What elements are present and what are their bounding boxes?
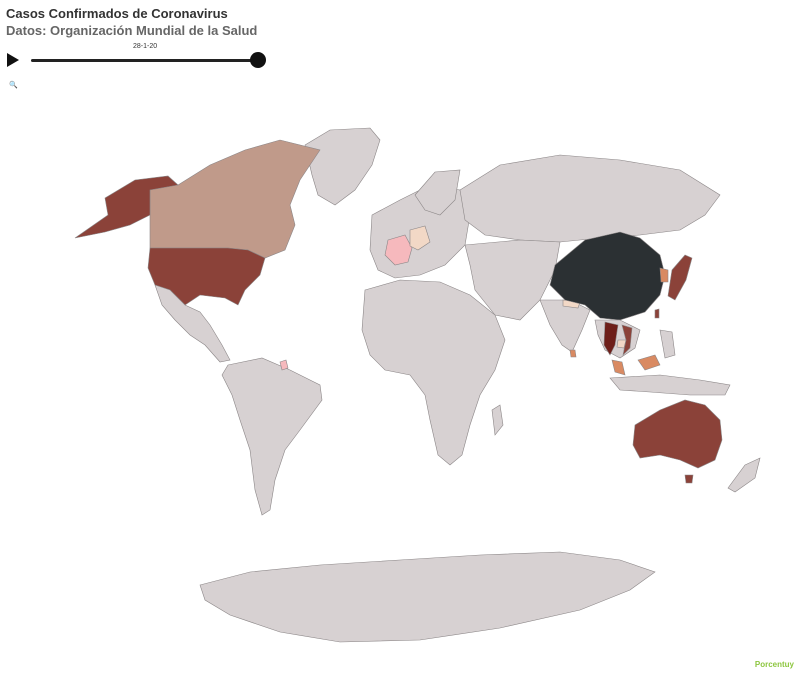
map-subtitle: Datos: Organización Mundial de la Salud — [6, 23, 258, 38]
country-vietnam[interactable] — [621, 324, 633, 356]
country-sri-lanka[interactable] — [569, 349, 577, 358]
country-russia[interactable] — [459, 154, 721, 243]
timeline-date-label: 28-1-20 — [133, 43, 158, 50]
region-antarctica[interactable] — [199, 551, 656, 643]
country-china[interactable] — [549, 231, 666, 321]
timeline-slider-handle[interactable] — [250, 52, 266, 68]
region-scandinavia[interactable] — [414, 169, 461, 216]
play-icon[interactable] — [7, 53, 19, 67]
country-japan[interactable] — [667, 254, 693, 301]
country-india[interactable] — [539, 299, 591, 353]
country-thailand[interactable] — [603, 321, 619, 356]
country-canada[interactable] — [149, 139, 321, 259]
country-germany[interactable] — [409, 225, 431, 251]
timeline-slider-track[interactable] — [31, 59, 259, 62]
region-africa[interactable] — [361, 279, 506, 466]
region-middle-east[interactable] — [464, 239, 561, 321]
country-usa-alaska[interactable] — [74, 175, 179, 239]
country-south-korea[interactable] — [659, 267, 669, 283]
country-greenland[interactable] — [304, 127, 381, 206]
region-indonesia[interactable] — [609, 374, 731, 396]
brand-logo: Porcentuy — [754, 660, 794, 669]
country-australia[interactable] — [632, 399, 723, 469]
map-title: Casos Confirmados de Coronavirus — [6, 6, 228, 21]
country-taiwan[interactable] — [654, 308, 660, 319]
country-madagascar[interactable] — [491, 404, 504, 436]
country-australia-tasmania[interactable] — [684, 474, 694, 484]
country-french-guiana[interactable] — [279, 359, 289, 371]
country-philippines[interactable] — [659, 329, 676, 359]
country-new-zealand[interactable] — [727, 457, 761, 493]
country-south-america[interactable] — [221, 357, 323, 516]
country-mexico[interactable] — [154, 284, 231, 363]
search-icon[interactable]: 🔍 — [9, 82, 18, 89]
country-cambodia[interactable] — [616, 339, 627, 349]
country-malaysia[interactable] — [611, 354, 661, 376]
country-france[interactable] — [384, 234, 413, 266]
